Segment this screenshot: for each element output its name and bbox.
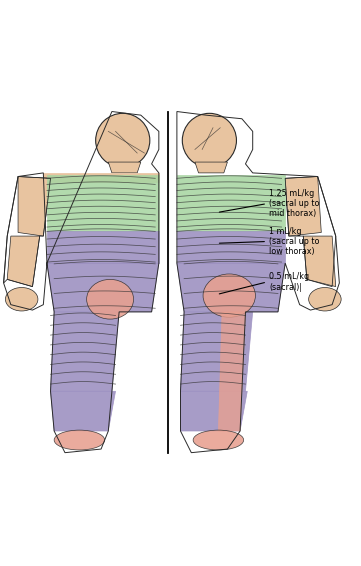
Ellipse shape <box>203 274 255 318</box>
Ellipse shape <box>87 280 134 319</box>
Ellipse shape <box>193 430 244 450</box>
Polygon shape <box>47 263 159 312</box>
Polygon shape <box>47 175 159 231</box>
Text: 1 mL/kg
(sacral up to
low thorax): 1 mL/kg (sacral up to low thorax) <box>269 226 319 256</box>
Polygon shape <box>177 175 285 231</box>
Circle shape <box>96 113 150 168</box>
Polygon shape <box>285 177 321 236</box>
Polygon shape <box>18 177 51 236</box>
Polygon shape <box>51 391 116 431</box>
Polygon shape <box>51 312 119 391</box>
Text: 0.5 mL/kg
(sacral)|: 0.5 mL/kg (sacral)| <box>269 272 309 291</box>
Text: 1.25 mL/kg
(sacral up to
mid thorax): 1.25 mL/kg (sacral up to mid thorax) <box>269 188 319 218</box>
Polygon shape <box>47 231 159 263</box>
Polygon shape <box>108 162 141 173</box>
Polygon shape <box>195 162 227 173</box>
Ellipse shape <box>309 288 341 311</box>
Ellipse shape <box>54 430 105 450</box>
Polygon shape <box>177 263 285 312</box>
Polygon shape <box>177 231 285 263</box>
Circle shape <box>182 113 236 168</box>
Ellipse shape <box>5 288 38 311</box>
Polygon shape <box>180 312 253 391</box>
Polygon shape <box>43 173 159 182</box>
Polygon shape <box>7 236 40 286</box>
Polygon shape <box>218 312 245 431</box>
Polygon shape <box>180 391 247 431</box>
Polygon shape <box>303 236 336 286</box>
